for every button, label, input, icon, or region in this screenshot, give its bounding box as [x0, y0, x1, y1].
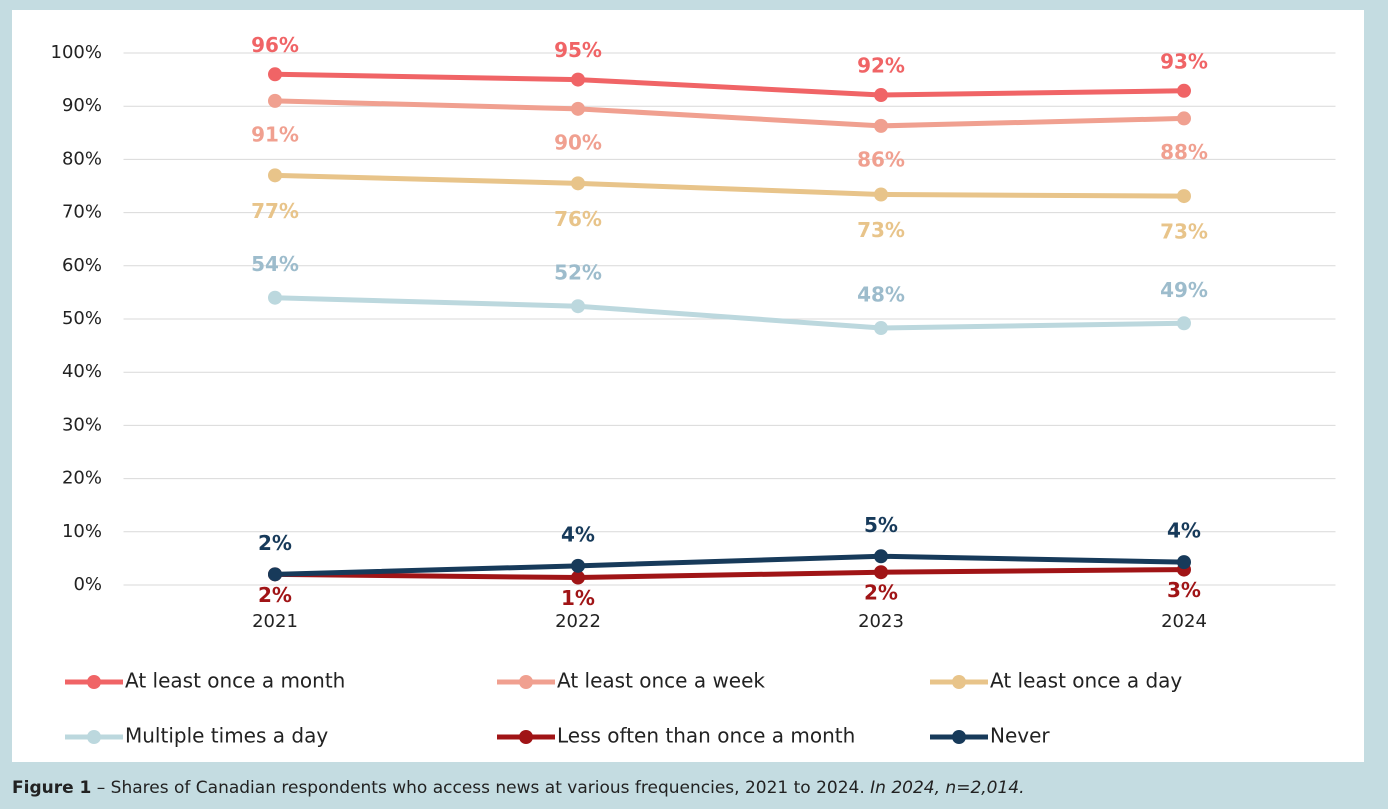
point — [571, 72, 585, 87]
series-line — [274, 71, 1185, 98]
y-tick-label: 60% — [62, 255, 102, 276]
series-line — [274, 172, 1185, 199]
data-label: 73% — [1160, 220, 1208, 244]
legend-marker — [87, 730, 101, 744]
point — [571, 570, 585, 585]
point — [1177, 189, 1191, 204]
caption-note: In 2024, n=2,014. — [870, 778, 1025, 798]
data-label: 88% — [1160, 140, 1208, 164]
legend-label: Never — [990, 724, 1050, 748]
chart-panel — [12, 10, 1364, 762]
series-line — [274, 553, 1185, 577]
data-label: 93% — [1160, 49, 1208, 73]
series-line — [274, 567, 1185, 581]
data-label: 90% — [554, 130, 602, 154]
y-tick-label: 70% — [62, 202, 102, 223]
y-tick-label: 10% — [62, 521, 102, 542]
data-label: 5% — [864, 513, 898, 537]
legend-marker — [952, 730, 966, 744]
y-tick-label: 30% — [62, 414, 102, 435]
point — [571, 558, 585, 573]
data-label: 86% — [857, 147, 905, 171]
x-tick-label: 2024 — [1161, 611, 1207, 632]
point — [268, 567, 282, 582]
data-label: 2% — [258, 531, 292, 555]
y-tick-label: 50% — [62, 308, 102, 329]
point — [1177, 316, 1191, 331]
data-label: 2% — [258, 583, 292, 607]
point — [268, 168, 282, 183]
point — [1177, 83, 1191, 98]
data-label: 91% — [251, 122, 299, 146]
legend-marker — [519, 730, 533, 744]
point — [571, 299, 585, 314]
data-label: 49% — [1160, 278, 1208, 302]
x-tick-label: 2023 — [858, 611, 904, 632]
point — [874, 88, 888, 103]
y-tick-label: 0% — [73, 574, 102, 595]
point — [1177, 555, 1191, 570]
data-label: 77% — [251, 199, 299, 223]
data-label: 1% — [561, 586, 595, 610]
point — [571, 176, 585, 191]
x-tick-label: 2022 — [555, 611, 601, 632]
point — [874, 565, 888, 580]
data-label: 2% — [864, 581, 898, 605]
series-line — [274, 98, 1185, 129]
data-label: 95% — [554, 38, 602, 62]
data-label: 92% — [857, 54, 905, 78]
y-tick-label: 100% — [51, 42, 102, 63]
x-tick-label: 2021 — [252, 611, 298, 632]
point — [268, 93, 282, 108]
point — [874, 118, 888, 133]
legend-label: At least once a day — [990, 669, 1182, 693]
point — [874, 321, 888, 336]
point — [571, 101, 585, 116]
data-label: 3% — [1167, 578, 1201, 602]
legend-marker — [952, 675, 966, 689]
data-label: 48% — [857, 283, 905, 307]
data-label: 54% — [251, 252, 299, 276]
point — [268, 290, 282, 305]
chart: 0% 10% 20% 30% 40% 50% 60% 70% 80% 90% 100% 2021 202… — [12, 10, 1364, 762]
y-tick-label: 80% — [62, 148, 102, 169]
legend-label: Multiple times a day — [125, 724, 328, 748]
caption-label: Figure 1 — [12, 778, 92, 798]
series-line — [274, 295, 1185, 331]
data-label: 76% — [554, 207, 602, 231]
point — [874, 549, 888, 564]
legend-label: At least once a month — [125, 669, 345, 693]
data-label: 52% — [554, 261, 602, 285]
caption: Figure 1 – Shares of Canadian respondent… — [12, 770, 1382, 806]
caption-text: – Shares of Canadian respondents who acc… — [91, 778, 871, 798]
point — [874, 187, 888, 202]
data-label: 4% — [561, 522, 595, 546]
data-label: 4% — [1167, 519, 1201, 543]
data-label: 73% — [857, 218, 905, 242]
y-tick-label: 40% — [62, 361, 102, 382]
point — [268, 67, 282, 82]
data-label: 96% — [251, 33, 299, 57]
legend-marker — [519, 675, 533, 689]
point — [1177, 111, 1191, 126]
legend-label: Less often than once a month — [557, 724, 855, 748]
y-tick-label: 90% — [62, 95, 102, 116]
legend-label: At least once a week — [557, 669, 765, 693]
y-tick-label: 20% — [62, 468, 102, 489]
legend-marker — [87, 675, 101, 689]
